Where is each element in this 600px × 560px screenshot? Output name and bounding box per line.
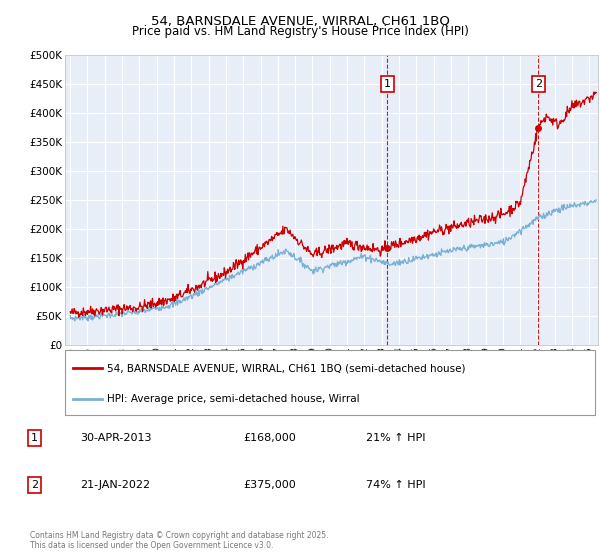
Text: 30-APR-2013: 30-APR-2013 bbox=[80, 433, 152, 443]
Text: 21% ↑ HPI: 21% ↑ HPI bbox=[366, 433, 425, 443]
Text: 1: 1 bbox=[31, 433, 38, 443]
Text: HPI: Average price, semi-detached house, Wirral: HPI: Average price, semi-detached house,… bbox=[107, 394, 360, 404]
Text: Price paid vs. HM Land Registry's House Price Index (HPI): Price paid vs. HM Land Registry's House … bbox=[131, 25, 469, 38]
Text: £375,000: £375,000 bbox=[243, 480, 296, 490]
Text: 74% ↑ HPI: 74% ↑ HPI bbox=[366, 480, 425, 490]
Text: £168,000: £168,000 bbox=[243, 433, 296, 443]
Text: 21-JAN-2022: 21-JAN-2022 bbox=[80, 480, 151, 490]
Text: Contains HM Land Registry data © Crown copyright and database right 2025.
This d: Contains HM Land Registry data © Crown c… bbox=[30, 530, 329, 550]
Text: 54, BARNSDALE AVENUE, WIRRAL, CH61 1BQ: 54, BARNSDALE AVENUE, WIRRAL, CH61 1BQ bbox=[151, 14, 449, 27]
Text: 54, BARNSDALE AVENUE, WIRRAL, CH61 1BQ (semi-detached house): 54, BARNSDALE AVENUE, WIRRAL, CH61 1BQ (… bbox=[107, 363, 466, 373]
Text: 2: 2 bbox=[31, 480, 38, 490]
Text: 2: 2 bbox=[535, 79, 542, 89]
FancyBboxPatch shape bbox=[65, 350, 595, 415]
Text: 1: 1 bbox=[384, 79, 391, 89]
